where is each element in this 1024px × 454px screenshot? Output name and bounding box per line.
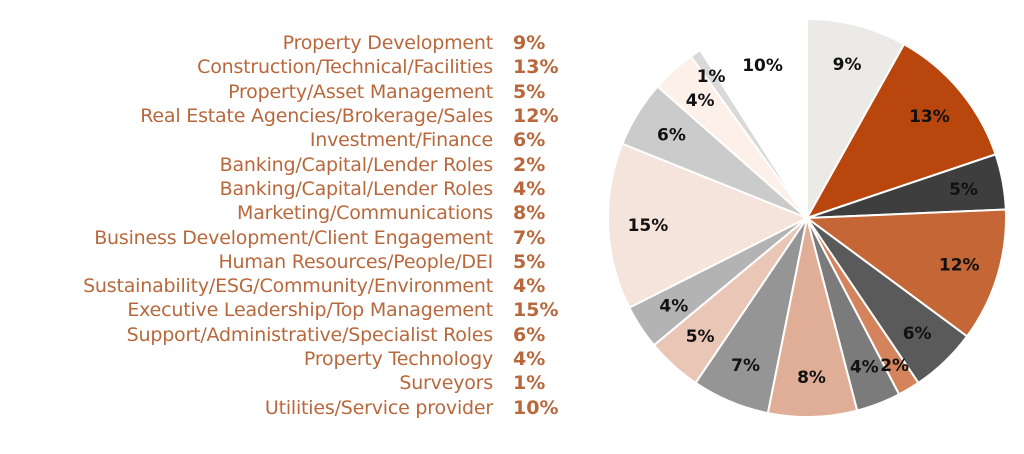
legend-value: 15% [513, 299, 559, 322]
legend-label: Construction/Technical/Facilities [197, 56, 493, 79]
legend-entry: Investment/Finance 6% [0, 128, 580, 152]
slice-label: 8% [797, 368, 826, 388]
legend-value: 6% [513, 129, 546, 152]
legend-label: Property Technology [303, 348, 493, 370]
legend-value: 5% [513, 250, 546, 273]
legend-label: Investment/Finance [309, 129, 493, 152]
legend-value: 4% [513, 348, 546, 370]
legend-entry: Property Development 9% [0, 31, 580, 55]
legend-entry: Real Estate Agencies/Brokerage/Sales 12% [0, 104, 580, 128]
slice-label: 2% [880, 356, 909, 376]
legend-label: Property/Asset Management [228, 80, 493, 103]
slice-label: 10% [742, 56, 783, 76]
legend-entry: Banking/Capital/Lender Roles 2% [0, 152, 580, 176]
legend-value: 4% [513, 177, 546, 200]
legend-value: 13% [513, 56, 559, 79]
legend-value: 12% [513, 105, 559, 128]
legend-value: 1% [513, 372, 546, 395]
slice-label: 4% [850, 358, 879, 378]
legend-entry: Marketing/Communications 8% [0, 201, 580, 225]
legend-label: Human Resources/People/DEI [218, 250, 493, 273]
legend-entry: Construction/Technical/Facilities 13% [0, 55, 580, 79]
legend-label: Marketing/Communications [237, 202, 493, 225]
slice-label: 4% [686, 91, 715, 111]
pie-slice [804, 208, 1007, 338]
legend-value: 2% [513, 153, 546, 176]
slice-label: 5% [949, 180, 978, 200]
legend-entry: Utilities/Service provider 10% [0, 395, 580, 419]
legend-label: Support/Administrative/Specialist Roles [126, 323, 494, 346]
legend-label: Property Development [282, 32, 494, 55]
legend: Property Development 9% Construction/Techn… [0, 31, 580, 420]
slice-label: 1% [697, 67, 726, 87]
slice-label: 6% [903, 324, 932, 344]
pie-slice [804, 42, 997, 220]
legend-value: 6% [513, 323, 546, 346]
legend-entry: Executive Leadership/Top Management 15% [0, 298, 580, 322]
slice-label: 15% [628, 216, 669, 236]
slice-label: 7% [731, 356, 760, 376]
legend-label: Banking/Capital/Lender Roles [219, 153, 494, 176]
legend-value: 10% [513, 396, 559, 419]
legend-value: 4% [513, 275, 546, 298]
pie-slice [806, 17, 906, 222]
legend-label: Utilities/Service provider [264, 396, 493, 419]
pie-slice [698, 17, 808, 222]
legend-label: Real Estate Agencies/Brokerage/Sales [140, 105, 493, 128]
legend-value: 7% [513, 226, 546, 249]
legend-entry: Property Technology 4% [0, 347, 580, 371]
legend-value: 9% [513, 32, 546, 55]
slice-label: 6% [657, 126, 686, 146]
legend-entry: Property/Asset Management 5% [0, 80, 580, 104]
legend-label: Surveyors [399, 372, 493, 395]
legend-label: Sustainability/ESG/Community/Environment [83, 275, 493, 298]
slice-label: 13% [909, 107, 950, 127]
slice-label: 4% [659, 296, 688, 316]
legend-value: 8% [513, 202, 546, 225]
legend-entry: Human Resources/People/DEI 5% [0, 250, 580, 274]
slice-label: 12% [939, 256, 980, 276]
legend-value: 5% [513, 80, 546, 103]
legend-entry: Business Development/Client Engagement 7% [0, 225, 580, 249]
legend-entry: Banking/Capital/Lender Roles 4% [0, 177, 580, 201]
legend-entry: Sustainability/ESG/Community/Environment… [0, 274, 580, 298]
legend-entry: Support/Administrative/Specialist Roles 6… [0, 323, 580, 347]
legend-entry: Surveyors 1% [0, 371, 580, 395]
slice-label: 9% [833, 55, 862, 75]
legend-label: Executive Leadership/Top Management [127, 299, 493, 322]
legend-label: Business Development/Client Engagement [94, 226, 493, 249]
slice-label: 5% [686, 327, 715, 347]
legend-label: Banking/Capital/Lender Roles [219, 177, 494, 200]
pie-slice [607, 142, 810, 309]
